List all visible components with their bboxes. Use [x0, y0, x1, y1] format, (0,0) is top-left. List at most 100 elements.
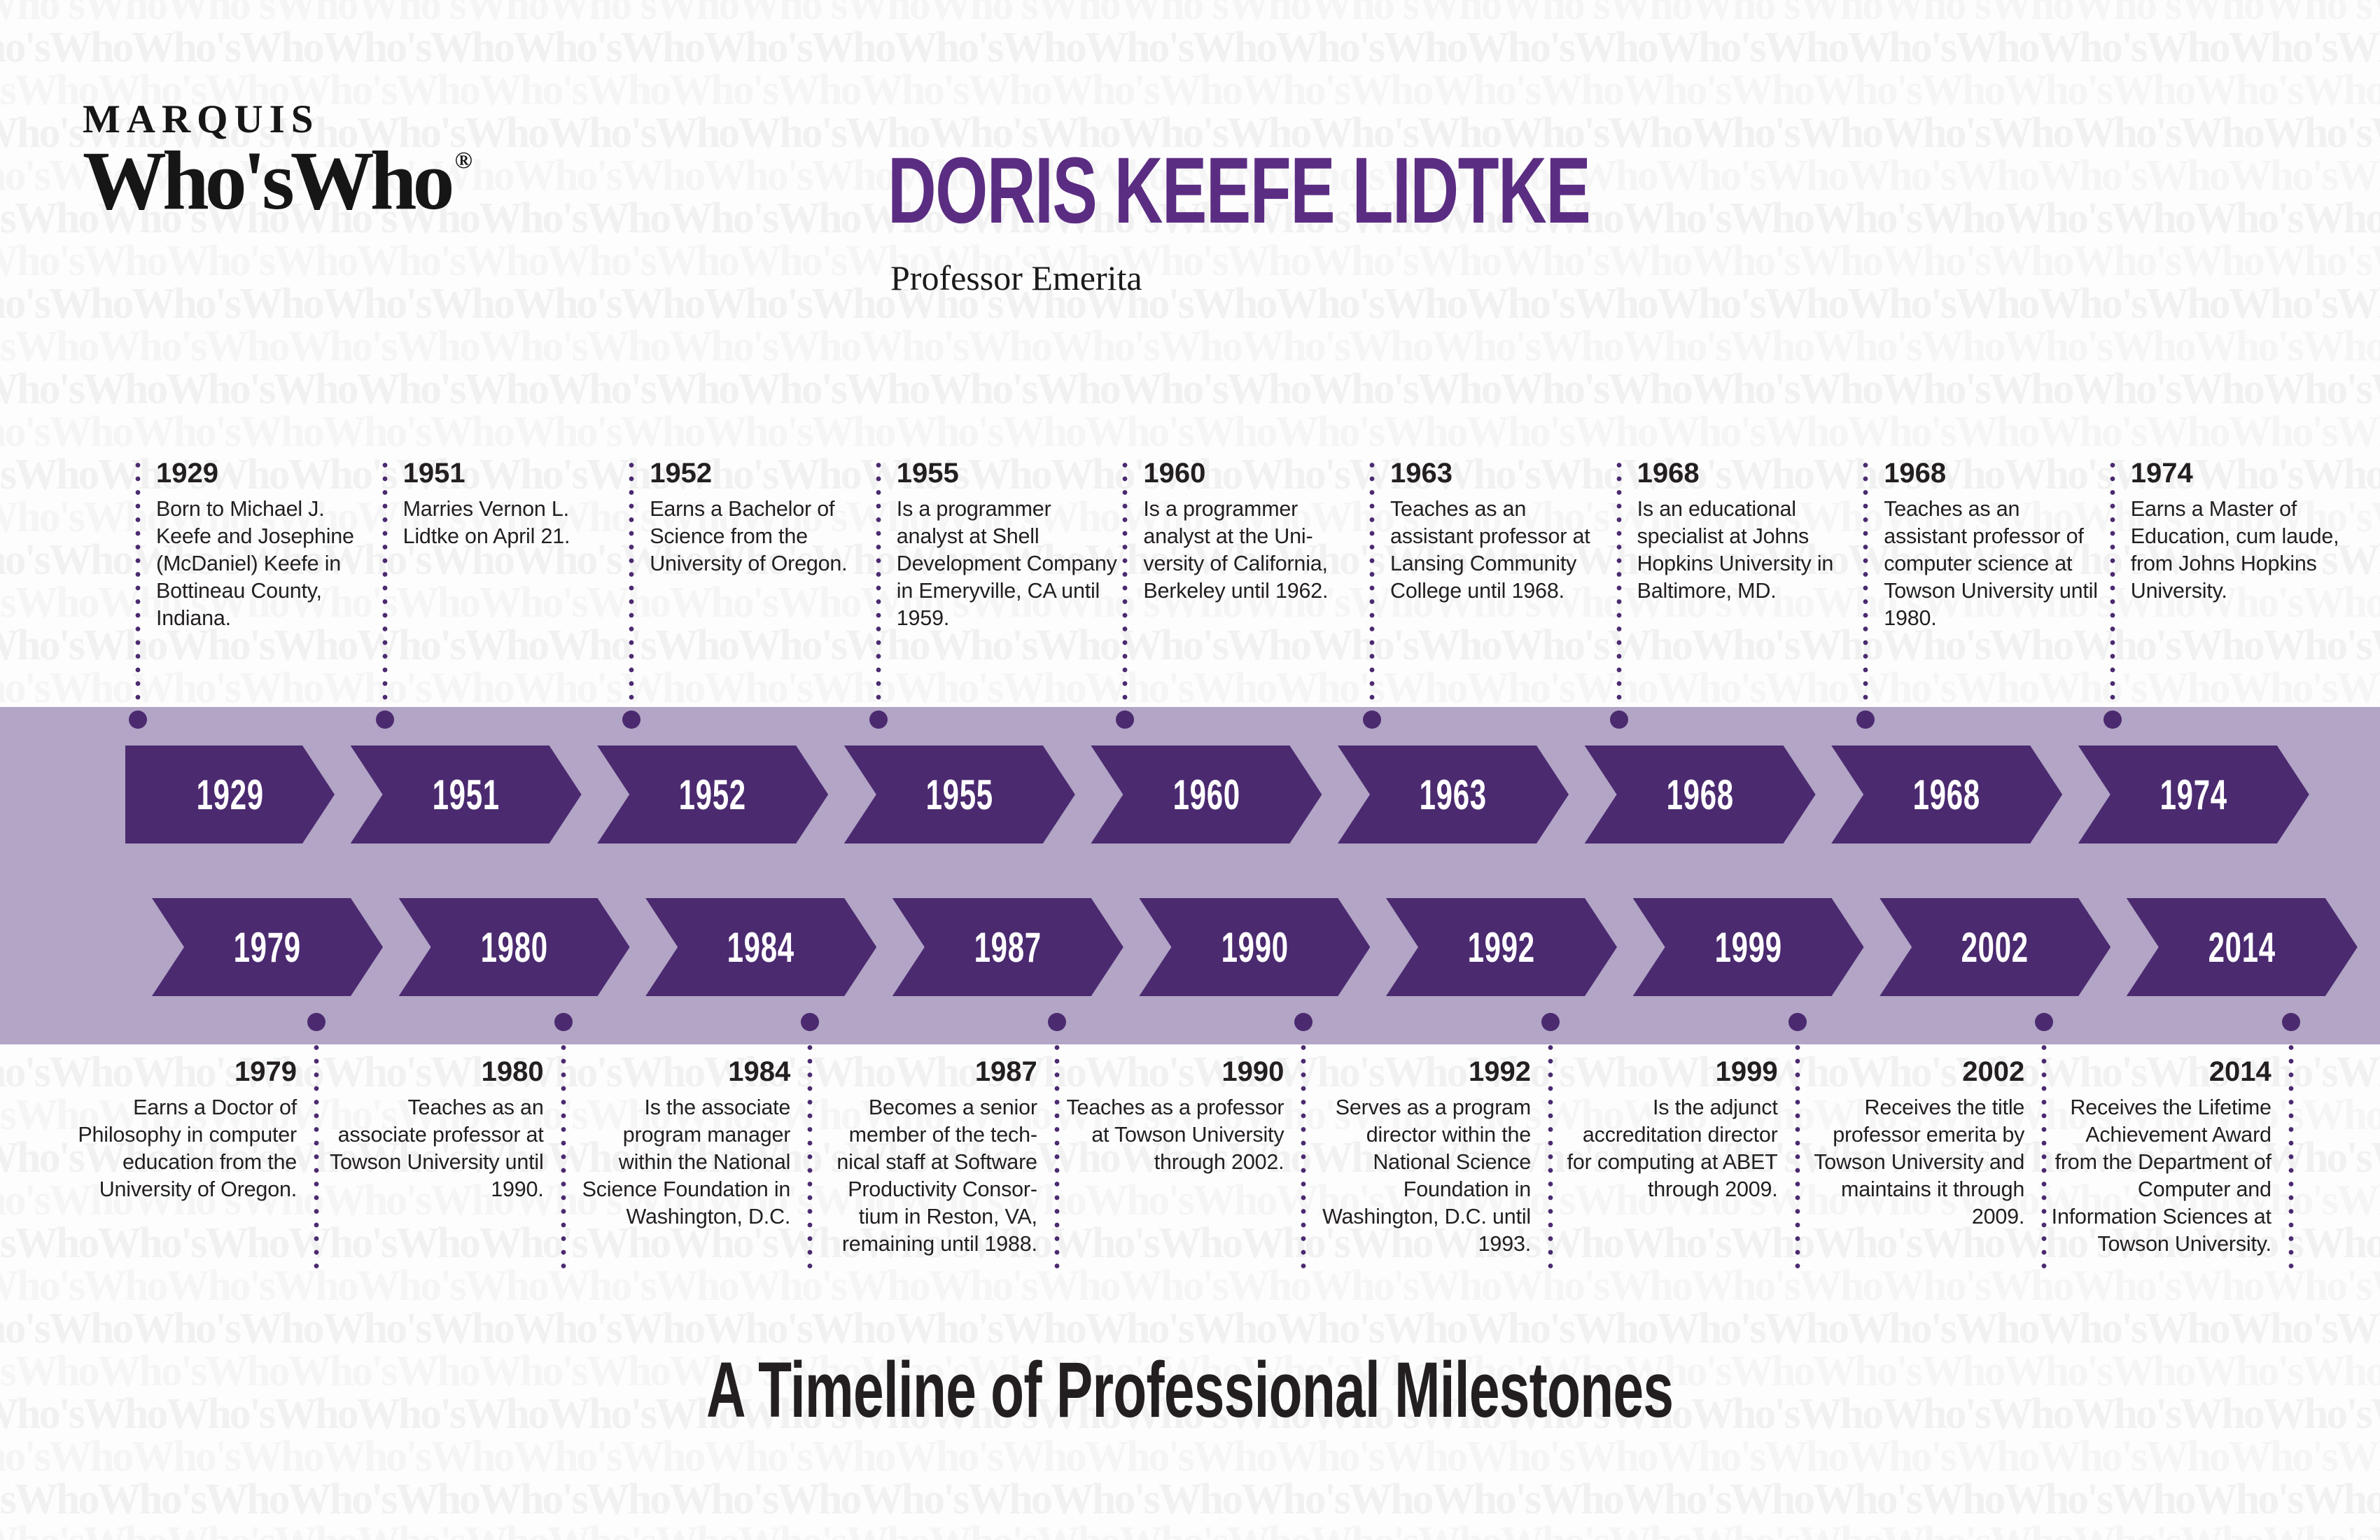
- milestone-description: Earns a Doctor of Philosophy in computer…: [78, 1096, 297, 1201]
- connector-line: [382, 462, 388, 707]
- connector-dot: [375, 710, 394, 729]
- milestone-text: 1987 Becomes a senior member of the tech-…: [815, 1058, 1037, 1258]
- connector-dot: [2103, 710, 2122, 729]
- milestone-year-label: 1984: [728, 1056, 791, 1087]
- milestone-text: 1960 Is a programmer analyst at the Uni-v…: [1143, 459, 1366, 605]
- connector-dot: [1856, 710, 1875, 729]
- milestone-description: Serves as a program director within the …: [1322, 1096, 1531, 1256]
- milestone-text: 1992 Serves as a program director within …: [1308, 1058, 1531, 1258]
- milestone-description: Receives the Lifetime Achievement Award …: [2051, 1096, 2272, 1256]
- milestone-arrow: 1974: [2078, 746, 2309, 844]
- milestone-arrow-year: 1929: [196, 771, 264, 818]
- milestone-text: 1951 Marries Vernon L. Lidtke on April 21…: [403, 459, 626, 550]
- milestone-arrow: 1963: [1338, 746, 1569, 844]
- watermark-row: Who'sWhoWho'sWhoWho'sWhoWho'sWhoWho'sWho…: [0, 195, 2380, 242]
- milestone-arrow-year: 1952: [679, 771, 747, 818]
- milestone-description: Teaches as a professor at Towson Univers…: [1066, 1096, 1284, 1174]
- milestone-arrow: 1984: [645, 898, 876, 996]
- milestone-arrow: 1951: [351, 746, 582, 844]
- milestone-arrow: 1968: [1585, 746, 1816, 844]
- milestone-text: 2002 Receives the title professor emerita…: [1802, 1058, 2024, 1231]
- milestone-arrow: 1929: [125, 746, 335, 844]
- watermark-row: Who'sWhoWho'sWhoWho'sWhoWho'sWhoWho'sWho…: [0, 1476, 2380, 1523]
- milestone-arrow: 1979: [152, 898, 383, 996]
- connector-line: [2109, 462, 2115, 707]
- milestone-description: Teaches as an associate professor at Tow…: [329, 1096, 544, 1201]
- connector-dot: [1363, 710, 1381, 729]
- logo-whoswho-word: Who'sWho: [83, 134, 455, 227]
- milestone-description: Receives the title professor emerita by …: [1814, 1096, 2025, 1228]
- connector-dot: [1541, 1013, 1560, 1031]
- connector-dot: [2281, 1013, 2300, 1031]
- milestone-description: Born to Michael J. Keefe and Josephine (…: [156, 497, 354, 630]
- milestone-year-label: 1955: [896, 458, 959, 489]
- milestone-description: Is a programmer analyst at Shell Develop…: [896, 497, 1117, 630]
- milestone-description: Is the adjunct accreditation director fo…: [1567, 1096, 1778, 1201]
- milestone-arrow-year: 1968: [1666, 771, 1734, 818]
- milestone-text: 1984 Is the associate program manager wit…: [568, 1056, 791, 1231]
- watermark-row: Who'sWhoWho'sWhoWho'sWhoWho'sWhoWho'sWho…: [0, 24, 2380, 71]
- connector-dot: [554, 1013, 573, 1031]
- watermark-row: Who'sWhoWho'sWhoWho'sWhoWho'sWhoWho'sWho…: [0, 1049, 2380, 1096]
- connector-dot: [129, 710, 147, 729]
- milestone-year-label: 1968: [1637, 458, 1700, 489]
- milestone-arrow: 1987: [892, 898, 1124, 996]
- milestone-arrow-year: 1984: [727, 923, 795, 971]
- connector-line: [2041, 1044, 2047, 1273]
- milestone-description: Earns a Bachelor of Science from the Uni…: [650, 497, 848, 575]
- watermark-row: Who'sWhoWho'sWhoWho'sWhoWho'sWhoWho'sWho…: [0, 365, 2380, 413]
- milestone-year-label: 1992: [1469, 1056, 1531, 1087]
- milestone-year-label: 1968: [1884, 458, 1947, 489]
- milestone-text: 1968 Teaches as an assistant professor of…: [1884, 459, 2106, 632]
- connector-line: [875, 462, 881, 707]
- milestone-year-label: 1960: [1143, 458, 1206, 489]
- connector-line: [1794, 1044, 1800, 1273]
- connector-line: [135, 462, 141, 707]
- watermark-row: Who'sWhoWho'sWhoWho'sWhoWho'sWhoWho'sWho…: [0, 109, 2380, 157]
- milestone-year-label: 1974: [2130, 458, 2193, 489]
- milestone-arrow-year: 1955: [925, 771, 993, 818]
- milestone-arrow: 1999: [1633, 898, 1864, 996]
- connector-dot: [1294, 1013, 1313, 1031]
- connector-dot: [1788, 1013, 1807, 1031]
- milestone-text: 1979 Earns a Doctor of Philosophy in comp…: [74, 1058, 297, 1203]
- milestone-year-label: 1929: [156, 458, 218, 489]
- milestone-arrow-year: 1999: [1714, 923, 1782, 971]
- milestone-text: 1990 Teaches as a professor at Towson Uni…: [1061, 1058, 1284, 1176]
- footer-title-wrap: A Timeline of Professional Milestones: [0, 1351, 2380, 1429]
- page-subtitle: Professor Emerita: [890, 258, 1142, 298]
- connector-dot: [1116, 710, 1135, 729]
- milestone-text: 2014 Receives the Lifetime Achievement Aw…: [2049, 1058, 2272, 1258]
- milestone-arrow-year: 2002: [1961, 923, 2029, 971]
- connector-dot: [307, 1013, 326, 1031]
- milestone-arrow-year: 1974: [2160, 771, 2227, 818]
- connector-line: [560, 1044, 566, 1273]
- milestone-arrow: 1990: [1139, 898, 1370, 996]
- connector-line: [1122, 462, 1128, 707]
- milestone-arrow: 2002: [1879, 898, 2110, 996]
- milestone-text: 1980 Teaches as an associate professor at…: [321, 1058, 544, 1203]
- milestone-arrow-year: 1960: [1172, 771, 1240, 818]
- watermark-row: Who'sWhoWho'sWhoWho'sWhoWho'sWhoWho'sWho…: [0, 1134, 2380, 1182]
- milestone-description: Becomes a senior member of the tech-nica…: [836, 1096, 1037, 1256]
- connector-dot: [1047, 1013, 1066, 1031]
- milestone-description: Marries Vernon L. Lidtke on April 21.: [402, 497, 570, 548]
- milestone-year-label: 1963: [1390, 458, 1452, 489]
- milestone-arrow-year: 1987: [974, 923, 1042, 971]
- connector-line: [807, 1044, 813, 1273]
- milestone-year-label: 1980: [481, 1056, 544, 1087]
- footer-title: A Timeline of Professional Milestones: [706, 1346, 1674, 1434]
- milestone-text: 1929 Born to Michael J. Keefe and Josephi…: [156, 459, 379, 632]
- milestone-year-label: 2002: [1962, 1056, 2025, 1087]
- watermark-row: Who'sWhoWho'sWhoWho'sWhoWho'sWhoWho'sWho…: [0, 1219, 2380, 1267]
- connector-dot: [801, 1013, 820, 1031]
- milestone-arrow-year: 1968: [1913, 771, 1981, 818]
- milestone-year-label: 1952: [650, 458, 713, 489]
- milestone-arrow: 1992: [1386, 898, 1617, 996]
- milestone-year-label: 1990: [1222, 1056, 1284, 1087]
- milestone-description: Is the associate program manager within …: [582, 1096, 791, 1228]
- connector-line: [1369, 462, 1375, 707]
- watermark-row: Who'sWhoWho'sWhoWho'sWhoWho'sWhoWho'sWho…: [0, 1305, 2380, 1352]
- milestone-arrow-year: 1990: [1221, 923, 1289, 971]
- watermark-row: Who'sWhoWho'sWhoWho'sWhoWho'sWhoWho'sWho…: [0, 1390, 2380, 1438]
